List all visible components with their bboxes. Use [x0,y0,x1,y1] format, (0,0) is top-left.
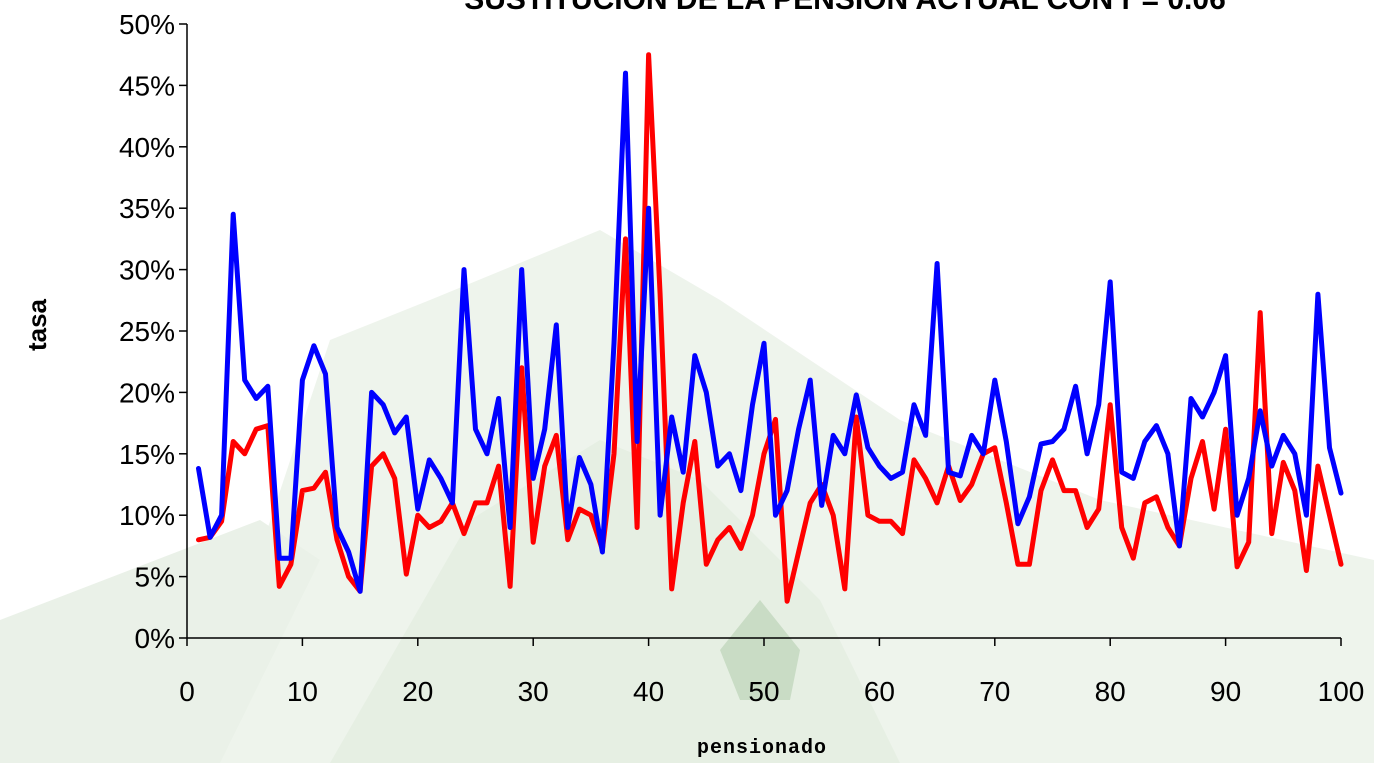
x-tick-label: 40 [633,676,664,707]
x-tick-label: 90 [1210,676,1241,707]
chart-title-group: SUSTITUCION DE LA PENSION ACTUAL CON r =… [464,0,1226,16]
y-tick-label: 40% [119,132,175,163]
y-tick-label: 15% [119,439,175,470]
series-line-red [196,52,1344,604]
y-tick-label: 20% [119,377,175,408]
plot-area [196,52,1344,604]
x-tick-label: 50 [748,676,779,707]
y-tick-label: 35% [119,193,175,224]
y-tick-label: 25% [119,316,175,347]
x-tick-label: 80 [1095,676,1126,707]
y-tick-label: 45% [119,70,175,101]
x-tick-label: 70 [979,676,1010,707]
axes: 0% 5% 10% 15% 20% 25% 30% 35% 40% 45% 50% 0 10 20 30 40… [119,9,1364,707]
x-tick-label: 20 [402,676,433,707]
y-tick-label: 5% [135,562,175,593]
x-tick-label: 60 [864,676,895,707]
x-axis-label: pensionado [697,737,827,760]
x-tick-label: 30 [518,676,549,707]
y-tick-label: 50% [119,9,175,40]
series-line-blue [196,70,1344,594]
y-tick-label: 0% [135,623,175,654]
chart-title: SUSTITUCION DE LA PENSION ACTUAL CON r =… [464,0,1226,16]
x-tick-label: 100 [1318,676,1365,707]
x-tick-label: 10 [287,676,318,707]
x-tick-label: 0 [179,676,195,707]
y-tick-label: 30% [119,255,175,286]
y-tick-label: 10% [119,500,175,531]
y-axis-label: tasa [22,298,52,351]
